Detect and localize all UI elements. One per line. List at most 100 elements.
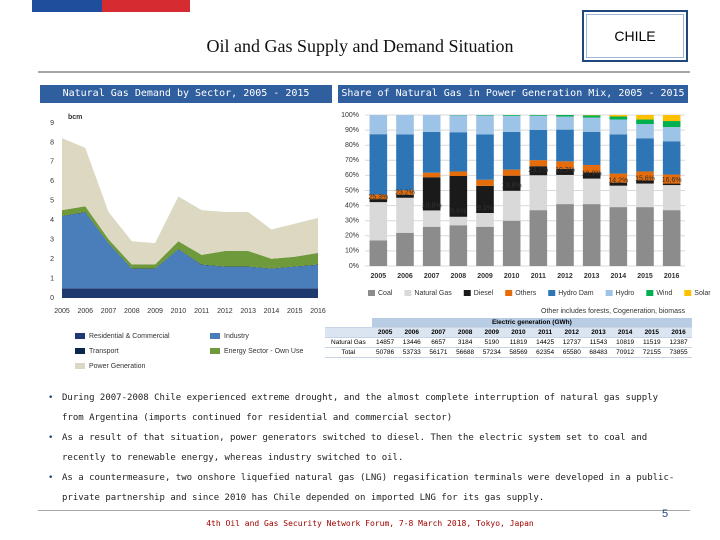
legend-swatch (505, 290, 513, 296)
table-cell: 57234 (478, 347, 506, 358)
bullet: As a countermeasure, two onshore liquefi… (45, 468, 685, 508)
legend-swatch (463, 290, 471, 296)
bar-segment (476, 115, 494, 135)
y-tick-label: 100% (341, 112, 359, 119)
bar-segment (556, 168, 574, 175)
bar-segment (609, 207, 628, 266)
x-tick-label: 2008 (124, 308, 140, 315)
table-header-row: 2005 2006 2007 2008 2009 2010 2011 2012 2013 2014… (325, 327, 692, 338)
bar-segment (369, 134, 388, 195)
bar-segment (396, 194, 414, 198)
chart-note: Other includes forests, Cogeneration, bi… (541, 308, 685, 315)
bar-segment (609, 182, 628, 186)
y-tick-label: 60% (345, 172, 359, 179)
legend-swatch (404, 290, 412, 296)
bar-segment (662, 183, 681, 186)
flag-red (102, 0, 190, 12)
legend-label: Others (515, 290, 537, 297)
data-label: 10,8% (422, 202, 442, 209)
bar-segment (662, 121, 681, 128)
table-cell: 11519 (638, 337, 666, 348)
bar-segment (502, 115, 521, 132)
table-cell: 12737 (558, 337, 586, 348)
legend-label: Coal (378, 290, 393, 297)
x-tick-label: 2014 (611, 273, 627, 280)
table-header: 2009 (478, 327, 506, 338)
legend-swatch (75, 333, 85, 339)
row-label: Natural Gas (325, 337, 372, 348)
country: CHILE (614, 28, 656, 44)
bar-segment (556, 204, 574, 266)
bar-segment (636, 119, 654, 125)
legend-swatch (646, 290, 654, 296)
data-label: 5,6% (450, 209, 466, 216)
table-header: 2007 (425, 327, 452, 338)
bar-segment (582, 178, 601, 205)
bar-segment (422, 172, 441, 178)
country-box: CHILE (582, 10, 688, 62)
y-tick-label: 80% (345, 142, 359, 149)
x-tick-label: 2014 (264, 308, 280, 315)
y-tick-label: 0 (50, 295, 54, 302)
y-tick-label: 0% (349, 263, 359, 270)
bar-segment (476, 185, 494, 213)
bar-segment (449, 171, 468, 177)
bar-segment (662, 115, 681, 122)
bar-segment (662, 210, 681, 266)
legend-label: Energy Sector - Own Use (224, 348, 303, 355)
table-title: Electric generation (GWh) (371, 318, 692, 328)
bar-segment (582, 172, 601, 179)
y-tick-label: 90% (345, 127, 359, 134)
chart-title: Share of Natural Gas in Power Generation… (338, 85, 688, 103)
area (62, 288, 318, 298)
table-cell: 56688 (451, 347, 479, 358)
bar-segment (449, 216, 468, 226)
table-cell: 14857 (371, 337, 399, 348)
bar-segment (662, 185, 681, 211)
table-cell: 11543 (585, 337, 612, 348)
table-header: 2015 (638, 327, 666, 338)
x-tick-label: 2009 (477, 273, 493, 280)
bar-segment (529, 115, 548, 130)
bar-segment (369, 202, 388, 241)
bar-segment (556, 116, 574, 130)
bar-segment (529, 129, 548, 161)
table-header: 2013 (585, 327, 612, 338)
area (62, 212, 318, 289)
bar-segment (476, 134, 494, 180)
x-tick-label: 2006 (77, 308, 93, 315)
bar-segment (636, 183, 654, 208)
chart-title: Natural Gas Demand by Sector, 2005 - 201… (40, 85, 332, 103)
legend-label: Hydro (616, 290, 635, 297)
bar-segment (449, 115, 468, 133)
legend-label: Industry (224, 333, 249, 340)
bar-segment (529, 166, 548, 176)
table-cell: 58569 (505, 347, 532, 358)
bar-segment (422, 226, 441, 266)
table-header: 2008 (451, 327, 479, 338)
legend-swatch (368, 290, 375, 296)
bar-segment (502, 169, 521, 176)
data-label: 14,2% (608, 178, 628, 185)
x-tick-label: 2005 (371, 273, 387, 280)
bullets: During 2007-2008 Chile experienced extre… (45, 388, 685, 508)
slide-title: Oil and Gas Supply and Demand Situation (206, 36, 514, 56)
table: Electric generation (GWh) 2005 2006 2007 200… (325, 318, 692, 358)
table-cell: 50786 (371, 347, 399, 358)
bar-segment (636, 171, 654, 181)
bar-segment (502, 220, 521, 266)
data-label: 19,8% (502, 183, 522, 190)
bar-segment (396, 232, 414, 266)
table-row: Natural Gas 14857 13446 6657 3184 5190 11819 14… (325, 337, 692, 348)
data-label: 23,1% (528, 167, 548, 174)
x-tick-label: 2016 (664, 273, 680, 280)
table-cell: 13446 (398, 337, 426, 348)
bar-segment (636, 115, 654, 120)
data-label: 15,6% (635, 175, 655, 182)
y-tick-label: 8 (50, 139, 54, 146)
table-cell: 73855 (665, 347, 692, 358)
table-header: 2006 (398, 327, 426, 338)
bar-segment (609, 119, 628, 135)
y-tick-label: 20% (345, 233, 359, 240)
